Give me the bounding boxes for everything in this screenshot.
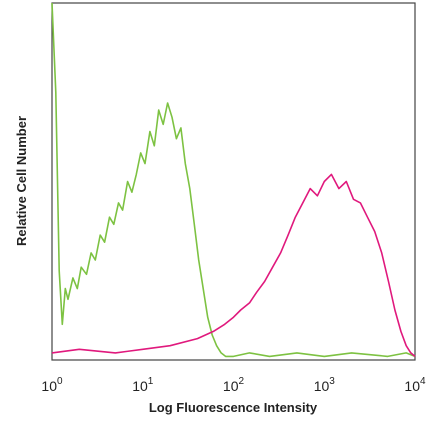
x-axis-ticks: 100 101 102 103 104 — [41, 376, 426, 394]
x-tick-label: 102 — [223, 376, 245, 394]
plot-frame — [51, 2, 416, 361]
x-tick-label: 104 — [404, 376, 426, 394]
series-line-1 — [51, 2, 416, 358]
x-tick-label: 100 — [41, 376, 63, 394]
x-tick-label: 103 — [314, 376, 336, 394]
x-axis-label: Log Fluorescence Intensity — [149, 400, 318, 415]
x-tick-label: 101 — [132, 376, 154, 394]
series-layer — [51, 2, 416, 358]
y-axis-label: Relative Cell Number — [14, 116, 29, 246]
series-line-2 — [51, 173, 416, 358]
